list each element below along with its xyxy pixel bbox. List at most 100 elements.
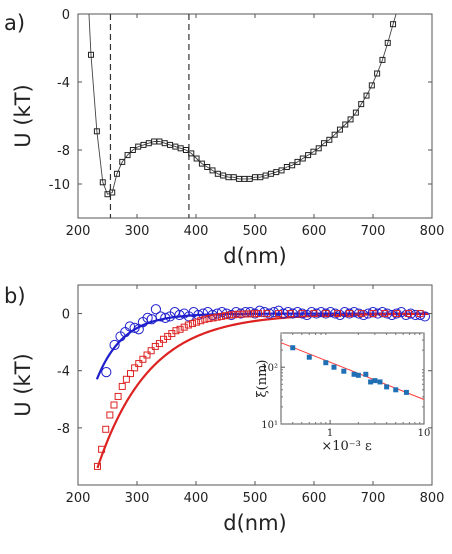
a-data-point <box>289 162 296 169</box>
a-data-point <box>321 140 328 147</box>
b-data-point-square <box>345 310 353 318</box>
b-data-point-square <box>114 392 122 400</box>
a-data-point <box>352 109 359 116</box>
b-data-point-circle <box>150 304 161 315</box>
b-data-point-square <box>110 401 118 409</box>
inset-data-point <box>290 345 296 351</box>
b-data-point-square <box>222 312 229 320</box>
b-data-point-square <box>172 327 180 335</box>
b-data-point-square <box>197 317 205 325</box>
panel-a-label: a) <box>4 11 25 35</box>
a-data-point <box>368 82 375 89</box>
a-data-point <box>278 167 285 174</box>
b-data-point-circle <box>101 367 112 378</box>
b-data-point-circle <box>129 322 140 333</box>
a-data-point <box>315 145 322 152</box>
b-xtick-label: 400 <box>184 491 209 506</box>
b-data-point-square <box>310 310 318 318</box>
a-data-point <box>305 152 312 159</box>
a-data-point <box>119 158 126 165</box>
b-ytick-label: -4 <box>57 365 70 380</box>
b-data-point-square <box>381 310 389 318</box>
inset-data-point <box>341 368 347 374</box>
b-data-point-square <box>180 323 188 331</box>
b-data-point-square <box>139 355 147 363</box>
b-data-point-square <box>143 351 151 359</box>
b-data-point-square <box>275 310 283 318</box>
b-data-point-square <box>242 310 250 318</box>
b-data-point-square <box>127 370 135 378</box>
panel-b-label: b) <box>4 284 26 308</box>
a-xtick-label: 800 <box>420 224 445 239</box>
a-series-line <box>88 14 397 195</box>
inset-data-point <box>306 354 312 360</box>
b-data-point-square <box>193 318 201 326</box>
a-data-point <box>193 155 200 162</box>
b-xtick-label: 500 <box>243 491 268 506</box>
inset-data-point <box>351 371 357 377</box>
a-xtick-label: 700 <box>361 224 386 239</box>
b-data-point-circle <box>349 307 360 318</box>
b-data-point-circle <box>142 312 153 323</box>
inset-data-point <box>331 364 337 370</box>
b-data-point-square <box>201 315 209 323</box>
a-data-point <box>342 121 349 128</box>
a-xtick-label: 600 <box>302 224 327 239</box>
b-data-point-square <box>234 310 242 318</box>
a-ytick-label: -4 <box>57 76 70 91</box>
b-data-point-circle <box>325 307 336 318</box>
b-data-point-square <box>102 425 110 433</box>
a-xtick-label: 500 <box>243 224 268 239</box>
a-data-point <box>109 189 116 196</box>
a-ytick-label: -8 <box>57 144 70 159</box>
a-data-point <box>384 39 391 46</box>
a-data-point <box>87 51 94 58</box>
b-data-point-square <box>416 310 424 318</box>
b-data-point-square <box>213 313 221 321</box>
a-data-point <box>113 170 120 177</box>
a-xtick-label: 300 <box>125 224 150 239</box>
b-data-point-square <box>176 325 184 333</box>
b-data-point-square <box>263 310 271 318</box>
inset-data-point <box>368 379 374 385</box>
b-xtick-label: 300 <box>125 491 150 506</box>
b-ytick-label: 0 <box>62 308 70 323</box>
a-data-point <box>331 131 338 138</box>
a-data-point <box>390 21 397 28</box>
b-data-point-square <box>298 310 306 318</box>
inset-fit-line <box>280 342 425 400</box>
b-data-point-square <box>135 360 143 368</box>
b-xtick-label: 200 <box>66 491 91 506</box>
a-xaxis-label: d(nm) <box>223 244 286 268</box>
b-data-point-square <box>106 411 114 419</box>
a-data-point <box>336 126 343 133</box>
chart-b: 200 300 400 500 600 700 800 0 -4 -8 d(nm) U (kT) 1 10… <box>11 284 444 535</box>
a-data-point <box>374 70 381 77</box>
a-data-point <box>299 155 306 162</box>
inset-data-point <box>372 378 378 384</box>
inset-yaxis-label: ξ(nm) <box>255 359 270 397</box>
a-data-point <box>209 167 216 174</box>
a-xtick-label: 200 <box>66 224 91 239</box>
b-data-point-square <box>230 311 238 319</box>
b-data-point-square <box>404 310 412 318</box>
a-data-point <box>363 92 370 99</box>
b-data-point-square <box>393 310 401 318</box>
inset-data-point <box>323 360 329 366</box>
b-data-point-square <box>155 340 163 348</box>
b-data-point-square <box>93 462 101 470</box>
inset-ytick-label: 10² <box>261 363 278 374</box>
inset-data-point <box>393 387 399 393</box>
b-data-point-square <box>131 364 139 372</box>
b-data-point-square <box>118 382 126 390</box>
b-data-point-square <box>122 375 130 383</box>
a-data-point <box>129 147 136 153</box>
b-xaxis-label: d(nm) <box>223 511 286 535</box>
b-data-point-square <box>184 321 192 329</box>
a-data-point <box>310 148 317 155</box>
a-data-point <box>358 101 365 108</box>
b-data-point-square <box>147 347 155 355</box>
a-data-point <box>347 116 354 123</box>
